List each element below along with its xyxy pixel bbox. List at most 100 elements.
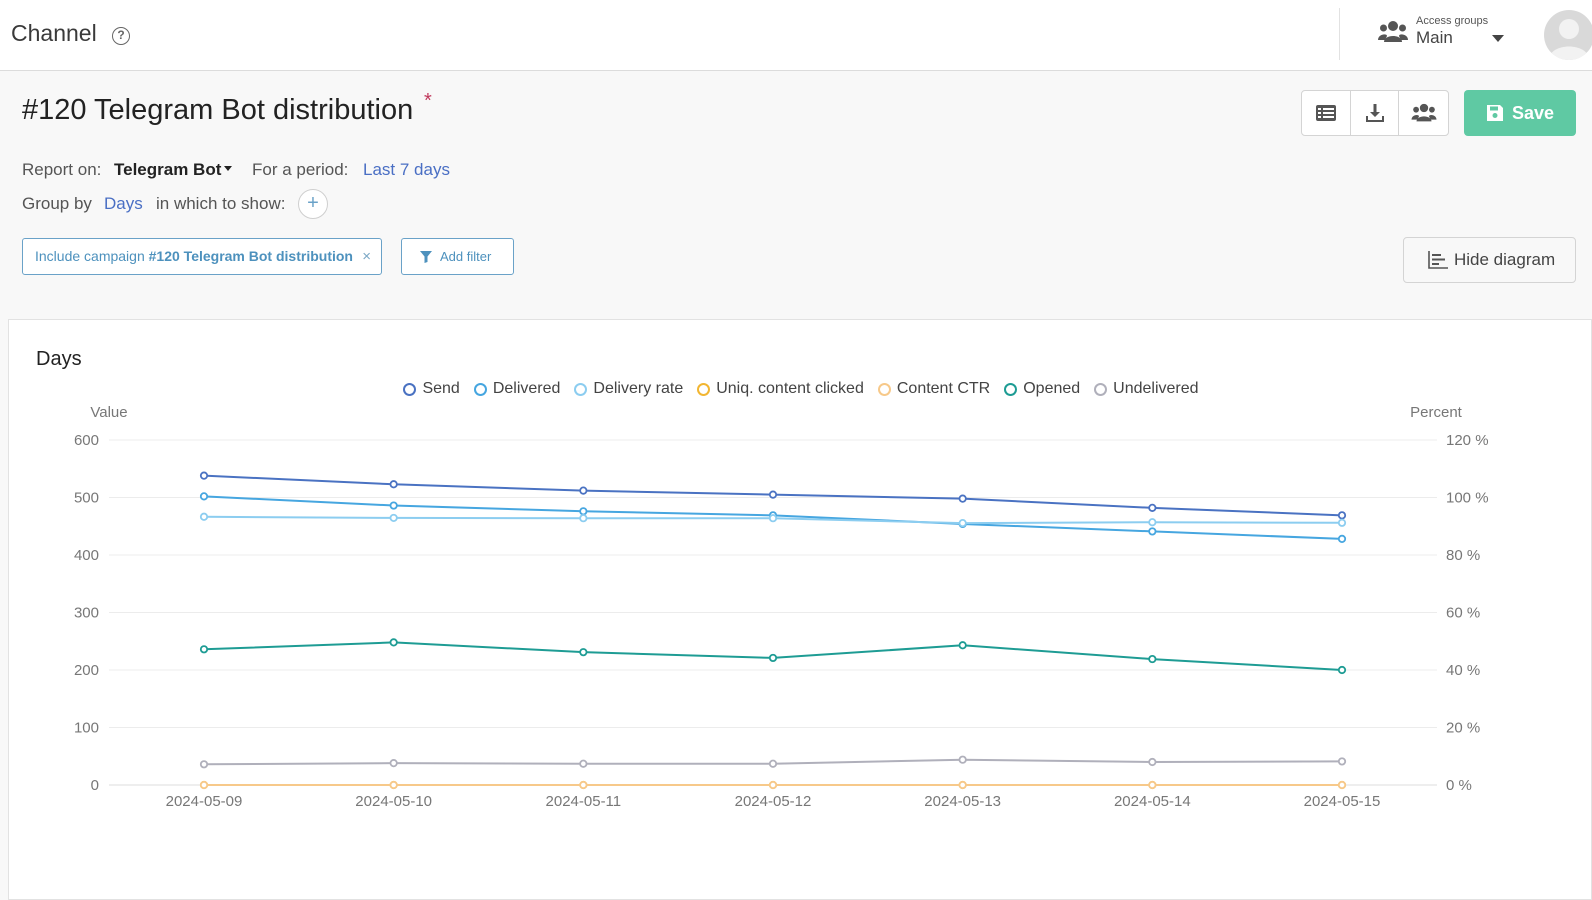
data-point xyxy=(199,471,209,480)
report-toolbar xyxy=(1301,90,1449,136)
data-point xyxy=(1148,527,1157,536)
list-view-button[interactable] xyxy=(1302,91,1351,135)
data-point xyxy=(1148,503,1157,512)
legend-item[interactable]: Opened xyxy=(1004,380,1080,398)
list-icon xyxy=(1315,105,1336,121)
legend-item[interactable]: Undelivered xyxy=(1094,380,1199,398)
group-icon xyxy=(1378,21,1408,42)
data-point xyxy=(579,514,588,523)
legend-marker-icon xyxy=(1094,382,1108,396)
data-point xyxy=(1337,780,1347,790)
unsaved-marker: * xyxy=(424,90,432,112)
legend-item[interactable]: Delivery rate xyxy=(574,380,683,398)
add-metric-button[interactable]: + xyxy=(298,189,328,219)
data-point xyxy=(389,638,398,647)
data-point xyxy=(579,759,588,768)
download-button[interactable] xyxy=(1351,91,1400,135)
help-icon[interactable]: ? xyxy=(112,27,130,45)
hide-diagram-label: Hide diagram xyxy=(1454,250,1556,269)
download-icon xyxy=(1365,104,1384,122)
y2-tick-label: 0 % xyxy=(1446,777,1472,794)
share-users-icon xyxy=(1411,103,1437,122)
data-point xyxy=(768,780,778,790)
filter-chip[interactable]: Include campaign #120 Telegram Bot distr… xyxy=(22,238,382,275)
topbar-divider xyxy=(1339,8,1340,60)
line-chart: 0 0 % 100 20 % 200 40 % 300 60 % 400 80 % 500 100 %… xyxy=(74,404,1489,810)
data-point xyxy=(389,759,398,768)
legend-marker-icon xyxy=(697,382,711,396)
data-point xyxy=(768,759,778,768)
legend-item[interactable]: Uniq. content clicked xyxy=(697,380,864,398)
data-point xyxy=(579,648,588,657)
legend-label: Delivered xyxy=(492,380,561,397)
filter-icon xyxy=(420,251,432,263)
period-select[interactable]: Last 7 days xyxy=(363,160,450,179)
legend-marker-icon xyxy=(403,382,417,396)
data-point xyxy=(958,518,967,528)
data-point xyxy=(958,494,967,503)
data-point xyxy=(1337,511,1347,520)
save-button[interactable]: Save xyxy=(1464,90,1576,136)
y2-tick-label: 80 % xyxy=(1446,547,1480,564)
access-groups-selector[interactable]: Access groups Main xyxy=(1378,14,1508,54)
y-tick-label: 200 xyxy=(74,662,99,679)
y-tick-label: 100 xyxy=(74,720,99,737)
x-tick-label: 2024-05-15 xyxy=(1304,793,1381,810)
filter-chip-value: #120 Telegram Bot distribution xyxy=(148,248,353,264)
y-tick-label: 300 xyxy=(74,605,99,622)
data-point xyxy=(958,641,967,650)
top-bar: Channel ? Access groups Main xyxy=(0,0,1592,71)
data-point xyxy=(1337,757,1347,766)
data-point xyxy=(199,492,209,501)
report-on-select[interactable]: Telegram Bot xyxy=(114,160,222,179)
legend-marker-icon xyxy=(473,382,487,396)
save-label: Save xyxy=(1511,102,1555,123)
user-avatar-icon xyxy=(1549,19,1589,60)
period-label: For a period: xyxy=(252,160,349,179)
access-groups-label: Access groups xyxy=(1416,15,1489,27)
y-tick-label: 0 xyxy=(91,777,99,794)
y2-tick-label: 120 % xyxy=(1446,432,1489,449)
legend-item[interactable]: Delivered xyxy=(473,380,561,398)
data-point xyxy=(1337,534,1347,543)
group-by-select[interactable]: Days xyxy=(104,194,143,213)
data-point xyxy=(768,490,778,499)
chart-legend: Send Delivered Delivery rate Uniq. content … xyxy=(9,380,1592,398)
close-icon[interactable]: × xyxy=(362,248,371,265)
data-point xyxy=(199,645,209,654)
legend-item[interactable]: Content CTR xyxy=(877,380,990,398)
share-users-button[interactable] xyxy=(1399,91,1448,135)
data-point xyxy=(199,512,209,521)
x-tick-label: 2024-05-14 xyxy=(1114,793,1191,810)
data-point xyxy=(1337,518,1347,527)
chevron-down-icon xyxy=(1492,35,1504,42)
x-tick-label: 2024-05-10 xyxy=(355,793,432,810)
data-point xyxy=(958,780,967,790)
add-filter-button[interactable]: Add filter xyxy=(401,238,514,275)
data-point xyxy=(579,507,588,516)
hide-diagram-button[interactable]: Hide diagram xyxy=(1403,237,1576,283)
avatar[interactable] xyxy=(1544,10,1592,60)
chevron-down-icon xyxy=(224,166,232,171)
data-point xyxy=(389,480,398,489)
legend-marker-icon xyxy=(574,382,588,396)
y2-tick-label: 40 % xyxy=(1446,662,1480,679)
filter-chip-prefix: Include campaign xyxy=(35,248,145,264)
data-point xyxy=(1148,654,1157,664)
data-point xyxy=(579,486,588,495)
legend-label: Send xyxy=(422,380,460,397)
group-by-label: Group by xyxy=(22,194,92,213)
data-point xyxy=(199,760,209,769)
report-on-label: Report on: xyxy=(22,160,102,179)
page-title: #120 Telegram Bot distribution xyxy=(22,94,414,126)
data-point xyxy=(199,780,209,790)
data-point xyxy=(768,514,778,523)
y2-tick-label: 100 % xyxy=(1446,490,1489,507)
y-axis-label: Value xyxy=(90,404,127,421)
legend-item[interactable]: Send xyxy=(403,380,460,398)
data-point xyxy=(389,501,398,510)
data-point xyxy=(1337,665,1347,675)
legend-label: Uniq. content clicked xyxy=(716,380,864,397)
access-groups-value: Main xyxy=(1416,28,1453,47)
x-tick-label: 2024-05-09 xyxy=(166,793,243,810)
